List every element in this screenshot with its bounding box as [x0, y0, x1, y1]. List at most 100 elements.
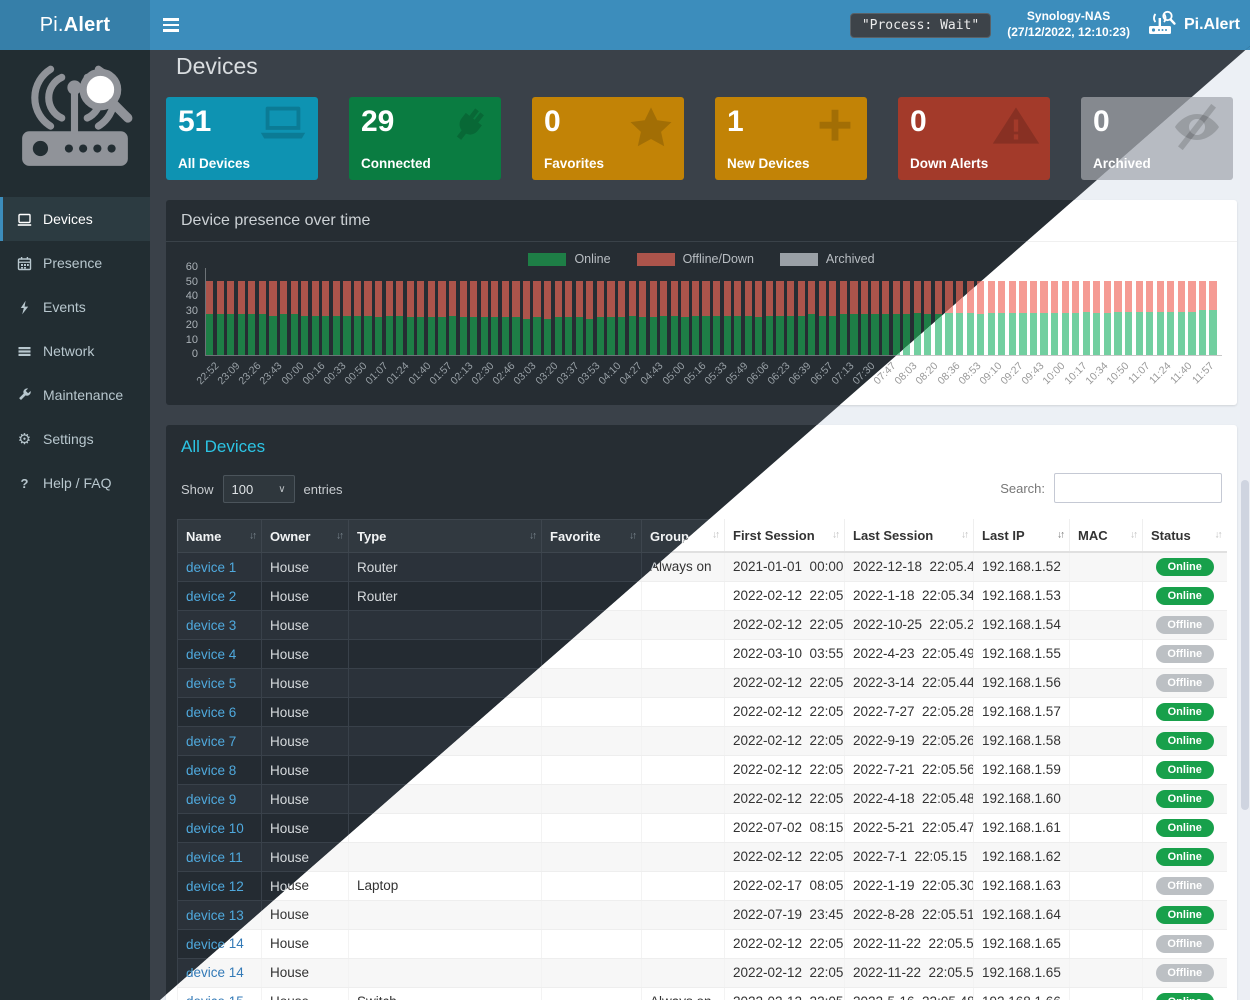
- cell-name: device 7: [177, 726, 262, 756]
- sidebar-item-maintenance[interactable]: Maintenance: [0, 373, 150, 417]
- cell-last-ip: 192.168.1.53: [973, 581, 1070, 611]
- cell-favorite: [541, 871, 642, 901]
- cell-status: Online: [1142, 581, 1227, 611]
- cell-status: Online: [1142, 987, 1227, 1000]
- cell-last-session: 2022-10-25 22:05.23: [844, 610, 974, 640]
- device-link[interactable]: device 12: [186, 878, 244, 894]
- chart-bar: [586, 281, 594, 355]
- chart-bar: [776, 281, 784, 355]
- card-value: 0: [1093, 105, 1110, 138]
- column-header-first_session[interactable]: First Session ↓↑: [724, 519, 845, 553]
- device-link[interactable]: device 8: [186, 762, 237, 778]
- cell-status: Offline: [1142, 610, 1227, 640]
- x-axis-label: 00:33: [321, 360, 349, 388]
- status-badge: Online: [1155, 789, 1214, 808]
- cell-name: device 10: [177, 813, 262, 843]
- column-header-type[interactable]: Type ↓↑: [348, 519, 542, 553]
- sidebar-item-network[interactable]: Network: [0, 329, 150, 373]
- chart-bar: [892, 281, 900, 355]
- device-link[interactable]: device 9: [186, 791, 237, 807]
- search-input[interactable]: [1054, 473, 1222, 503]
- device-link[interactable]: device 5: [186, 675, 237, 691]
- cell-last-session: 2022-7-21 22:05.56: [844, 755, 974, 785]
- cell-owner: House: [261, 813, 349, 843]
- sidebar-item-label: Presence: [43, 255, 103, 271]
- vertical-scrollbar[interactable]: [1240, 100, 1250, 1000]
- cell-group: [641, 610, 725, 640]
- device-link[interactable]: device 6: [186, 704, 237, 720]
- chart-bar: [1051, 281, 1059, 355]
- sidebar-item-devices[interactable]: Devices: [0, 197, 150, 241]
- device-link[interactable]: device 13: [186, 907, 244, 923]
- cell-type: [348, 900, 542, 930]
- chevron-down-icon: ∨: [278, 483, 286, 495]
- device-link[interactable]: device 10: [186, 820, 244, 836]
- column-header-last_session[interactable]: Last Session ↓↑: [844, 519, 974, 553]
- sidebar-item-presence[interactable]: Presence: [0, 241, 150, 285]
- sidebar-item-events[interactable]: Events: [0, 285, 150, 329]
- cell-first-session: 2022-02-12 22:05: [724, 668, 845, 698]
- device-link[interactable]: device 14: [186, 965, 244, 980]
- x-axis-label: 11:40: [1168, 360, 1195, 387]
- device-link[interactable]: device 2: [186, 588, 237, 604]
- column-header-name[interactable]: Name ↓↑: [177, 519, 262, 553]
- summary-card-down-alerts[interactable]: 0 Down Alerts: [898, 97, 1050, 180]
- x-axis-label: 22:52: [194, 360, 222, 388]
- chart-bar: [1082, 281, 1090, 355]
- sidebar-item-settings[interactable]: ⚙ Settings: [0, 417, 150, 461]
- sidebar-toggle-icon[interactable]: [158, 13, 184, 37]
- status-badge: Offline: [1155, 644, 1214, 663]
- column-header-mac[interactable]: MAC ↓↑: [1069, 519, 1143, 553]
- column-header-last_ip[interactable]: Last IP ↓↑: [973, 519, 1070, 553]
- chart-bar: [512, 281, 520, 355]
- x-axis-label: 08:53: [956, 360, 984, 388]
- chart-bar: [596, 281, 604, 355]
- cell-status: Offline: [1142, 639, 1227, 669]
- sort-icon: ↓↑: [712, 529, 720, 541]
- device-link[interactable]: device 15: [186, 994, 244, 1000]
- device-link[interactable]: device 7: [186, 733, 237, 749]
- summary-card-new-devices[interactable]: 1 New Devices: [715, 97, 867, 180]
- device-link[interactable]: device 1: [186, 559, 237, 575]
- sidebar-item-help-faq[interactable]: ? Help / FAQ: [0, 461, 150, 505]
- entries-label: entries: [303, 481, 343, 497]
- x-axis-label: 00:00: [279, 360, 307, 388]
- scrollbar-thumb[interactable]: [1241, 480, 1249, 810]
- column-header-owner[interactable]: Owner ↓↑: [261, 519, 349, 553]
- chart-bar: [913, 281, 921, 355]
- cell-name: device 15: [177, 987, 262, 1000]
- x-axis-label: 00:50: [342, 360, 370, 388]
- chart-bar: [808, 281, 816, 355]
- chart-bar: [258, 281, 266, 355]
- cell-owner: House: [261, 987, 349, 1000]
- entries-select[interactable]: 100 ∨: [222, 475, 295, 503]
- device-link[interactable]: device 3: [186, 617, 237, 633]
- summary-card-all-devices[interactable]: 51 All Devices: [166, 97, 318, 180]
- column-header-favorite[interactable]: Favorite ↓↑: [541, 519, 642, 553]
- chart-bar: [1072, 281, 1080, 355]
- summary-card-favorites[interactable]: 0 Favorites: [532, 97, 684, 180]
- chart-bar: [406, 281, 414, 355]
- sidebar-item-label: Network: [43, 343, 95, 359]
- cell-group: [641, 871, 725, 901]
- cell-mac: [1069, 552, 1143, 582]
- device-link[interactable]: device 4: [186, 646, 237, 662]
- x-axis-label: 04:27: [617, 360, 645, 388]
- column-header-label: Status: [1151, 527, 1191, 543]
- cell-status: Online: [1142, 726, 1227, 756]
- cell-name: device 12: [177, 871, 262, 901]
- cell-type: Laptop: [348, 871, 542, 901]
- column-header-status[interactable]: Status ↓↑: [1142, 519, 1227, 553]
- cell-last-session: 2022-9-19 22:05.26: [844, 726, 974, 756]
- summary-card-connected[interactable]: 29 Connected: [349, 97, 501, 180]
- device-link[interactable]: device 11: [186, 849, 243, 865]
- chart-bar: [639, 281, 647, 355]
- cell-name: device 3: [177, 610, 262, 640]
- cell-owner: House: [261, 581, 349, 611]
- chart-bar: [1124, 281, 1133, 355]
- chart-bar: [1103, 281, 1111, 355]
- chart-bar: [691, 281, 700, 355]
- chart-bar: [755, 281, 763, 355]
- sort-icon: ↓↑: [249, 530, 257, 542]
- cell-last-ip: 192.168.1.65: [973, 958, 1070, 988]
